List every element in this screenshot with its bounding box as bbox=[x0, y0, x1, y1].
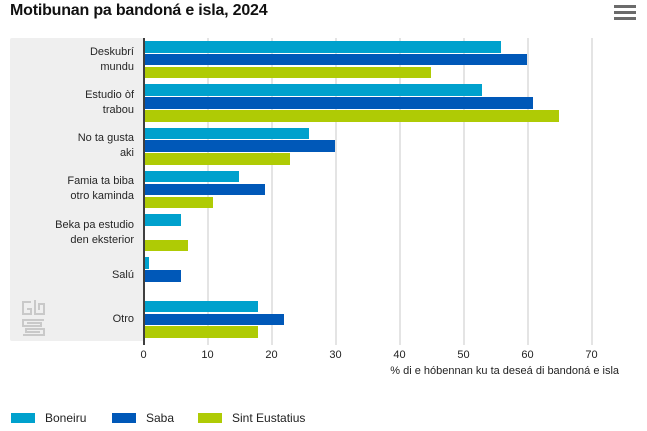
gridline bbox=[334, 38, 337, 345]
bar-saba[interactable] bbox=[145, 53, 527, 66]
hamburger-icon bbox=[614, 17, 636, 20]
legend-label: Saba bbox=[146, 411, 175, 425]
bar-group bbox=[145, 298, 637, 341]
bar-saba[interactable] bbox=[145, 97, 534, 109]
category-label: Famia ta biba otro kaminda bbox=[67, 175, 134, 203]
bar-sint-eustatius[interactable] bbox=[145, 196, 214, 209]
bar-group bbox=[145, 81, 637, 124]
chart-title: Motibunan pa bandoná e isla, 2024 bbox=[10, 2, 268, 19]
legend-label: Boneiru bbox=[45, 411, 87, 425]
bar-boneiru[interactable] bbox=[145, 41, 502, 53]
bar-boneiru[interactable] bbox=[145, 300, 259, 313]
bar-boneiru[interactable] bbox=[145, 127, 310, 140]
legend-item-saba[interactable]: Saba bbox=[112, 411, 174, 425]
category-label: Estudio òf trabou bbox=[85, 88, 134, 116]
legend-item-boneiru[interactable]: Boneiru bbox=[11, 411, 86, 425]
category-label: Beka pa estudio den eksterior bbox=[55, 218, 134, 246]
x-tick-label: 60 bbox=[521, 349, 534, 361]
plot-area bbox=[145, 38, 637, 345]
x-tick-label: 50 bbox=[457, 349, 470, 361]
bar-group bbox=[145, 211, 637, 254]
x-tick-label: 40 bbox=[393, 349, 406, 361]
hamburger-icon bbox=[614, 11, 636, 14]
x-tick-label: 10 bbox=[201, 349, 214, 361]
legend-label: Sint Eustatius bbox=[232, 411, 306, 425]
legend-swatch bbox=[11, 413, 35, 423]
bar-group bbox=[145, 168, 637, 211]
category-label: Otro bbox=[112, 312, 134, 325]
bar-saba[interactable] bbox=[145, 270, 182, 282]
x-tick-label: 20 bbox=[265, 349, 278, 361]
category-label: Salú bbox=[111, 269, 134, 282]
bar-group bbox=[145, 125, 637, 168]
bar-sint-eustatius[interactable] bbox=[145, 153, 291, 165]
cbs-logo bbox=[22, 300, 45, 336]
bar-saba[interactable] bbox=[145, 140, 335, 152]
category-label: No ta gusta aki bbox=[77, 132, 134, 160]
y-axis-line bbox=[143, 38, 145, 345]
hamburger-menu-button[interactable] bbox=[614, 5, 636, 21]
bar-saba[interactable] bbox=[145, 183, 265, 196]
gridline bbox=[270, 38, 273, 345]
gridline bbox=[398, 38, 401, 345]
gridline bbox=[526, 38, 529, 345]
bar-group bbox=[145, 254, 637, 297]
x-tick-label: 0 bbox=[140, 349, 147, 361]
bar-boneiru[interactable] bbox=[145, 257, 150, 269]
bar-sint-eustatius[interactable] bbox=[145, 326, 259, 338]
legend-item-sint-eustatius[interactable]: Sint Eustatius bbox=[198, 411, 305, 425]
bar-boneiru[interactable] bbox=[145, 84, 483, 96]
bar-sint-eustatius[interactable] bbox=[145, 110, 559, 122]
bar-boneiru[interactable] bbox=[145, 214, 182, 226]
category-labels-panel: Deskubrí mundu Estudio òf trabou No ta gusta… bbox=[10, 38, 143, 341]
legend: Boneiru Saba Sint Eustatius bbox=[0, 411, 647, 429]
x-tick-label: 30 bbox=[329, 349, 342, 361]
bar-sint-eustatius[interactable] bbox=[145, 239, 188, 252]
bar-saba[interactable] bbox=[145, 313, 284, 326]
x-axis-title: % di e hóbennan ku ta deseá di bandoná e… bbox=[390, 365, 619, 377]
gridline bbox=[590, 38, 593, 345]
hamburger-icon bbox=[614, 5, 636, 8]
legend-swatch bbox=[198, 413, 222, 423]
x-tick-label: 70 bbox=[585, 349, 598, 361]
bar-sint-eustatius[interactable] bbox=[145, 66, 431, 79]
x-axis-ticks: 0 10 20 30 40 50 60 70 bbox=[0, 349, 647, 363]
bar-group bbox=[145, 38, 637, 81]
bar-boneiru[interactable] bbox=[145, 170, 239, 183]
legend-swatch bbox=[112, 413, 136, 423]
gridline bbox=[462, 38, 465, 345]
category-label: Deskubrí mundu bbox=[89, 45, 134, 73]
